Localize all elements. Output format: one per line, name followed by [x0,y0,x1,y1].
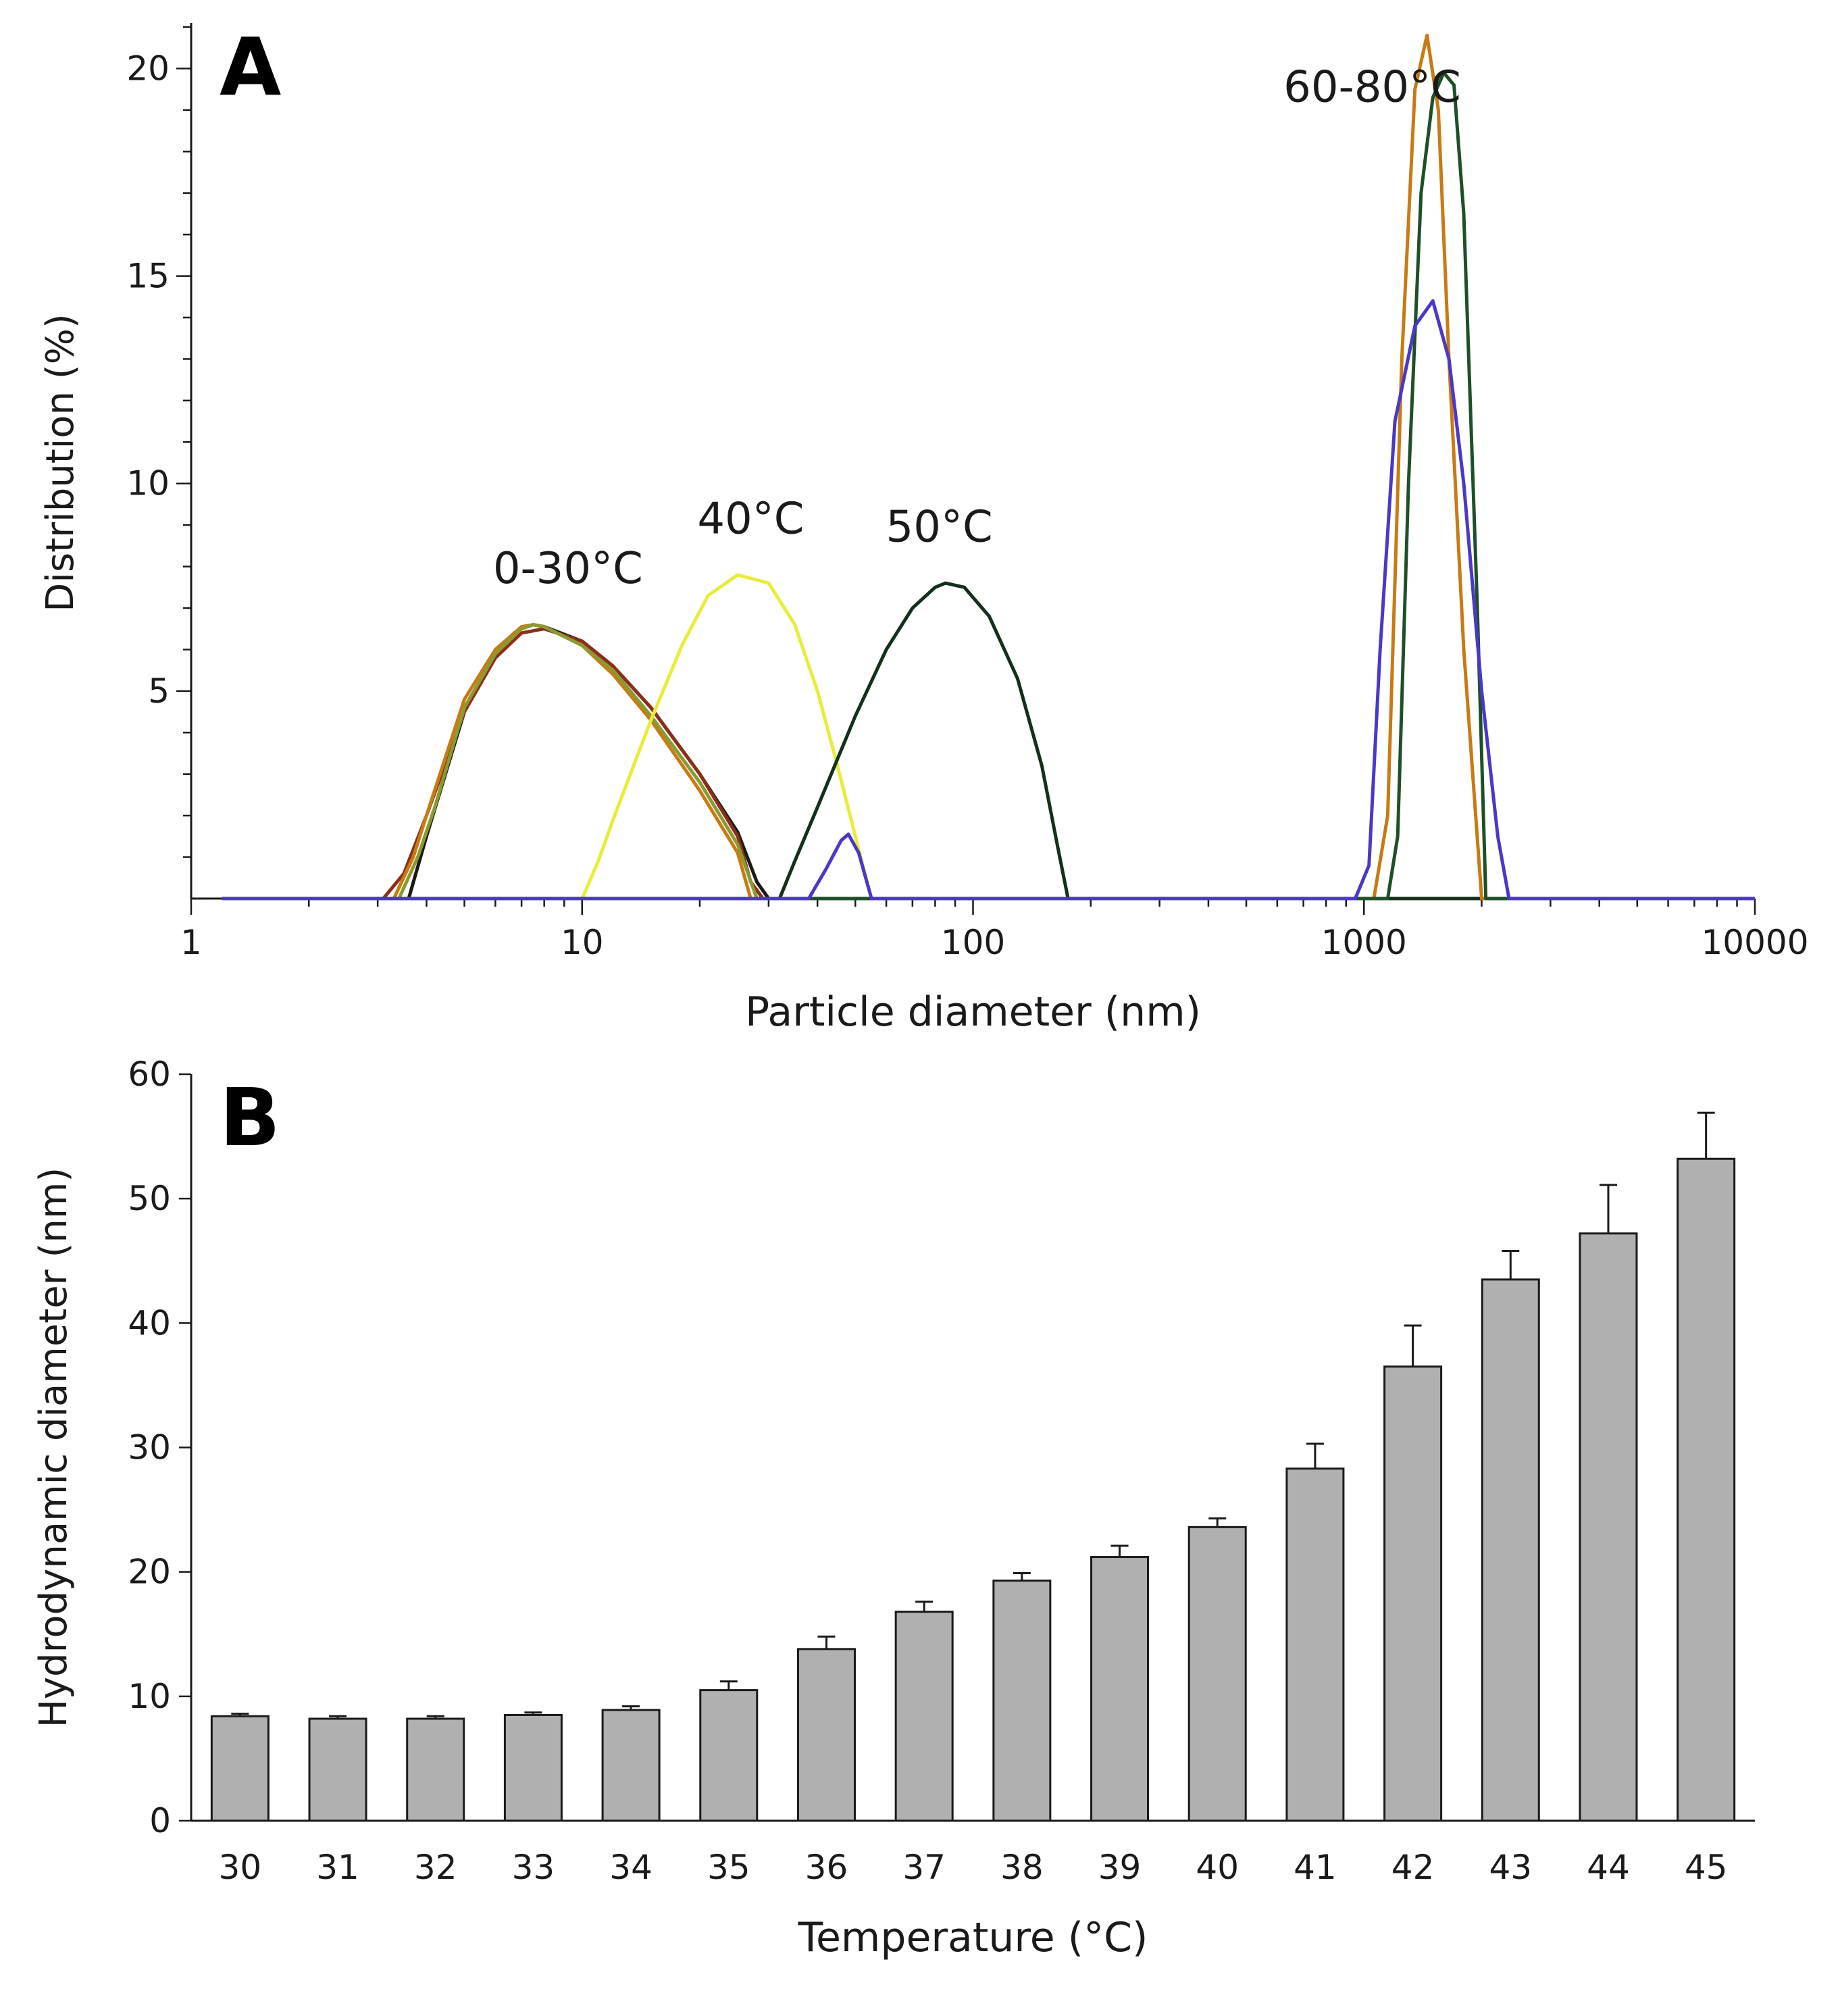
panel-b-x-tick-label: 33 [512,1848,555,1887]
panel-a-series-line [222,573,1755,901]
panel-b-bar [1677,1157,1736,1822]
panel-a-series [222,33,1755,901]
panel-a-series-line [222,623,1755,901]
panel-b-y-tick-label: 30 [128,1428,171,1467]
panel-a-y-tick-label: 5 [148,672,170,711]
panel-b-bar [601,1709,661,1822]
panel-b-x-tick-label: 39 [1098,1848,1142,1887]
panel-b-x-tick-label: 32 [414,1848,457,1887]
panel-b-bar [308,1717,367,1822]
panel-b-x-tick-label: 40 [1196,1848,1239,1887]
panel-b-x-tick-label: 31 [316,1848,359,1887]
panel-a-letter: A [220,20,281,114]
panel-b-bar [1285,1467,1345,1822]
panel-b-x-tick-label: 41 [1294,1848,1337,1887]
panel-b-letter: B [220,1071,280,1164]
panel-a-y-axis-title: Distribution (%) [39,313,82,611]
panel-b-bar [1481,1278,1540,1822]
panel-b-x-tick-label: 43 [1489,1848,1532,1887]
panel-a-series-line [222,581,1755,901]
panel-b-y-tick-label: 60 [128,1055,171,1094]
panel-a-axes: 5 10 15 20 1 10 100 1000 10000 [126,23,1809,962]
panel-a-x-tick-label: 10 [561,923,604,962]
panel-b-bar [796,1648,856,1822]
panel-b-bar-chart: 0 10 20 30 40 50 60 30 31 32 33 34 35 36 37 38 39 40 41 42… [32,1055,1755,1961]
panel-b-x-tick-label: 35 [707,1848,750,1887]
panel-b-y-tick-label: 50 [128,1179,171,1218]
panel-b-x-tick-label: 42 [1391,1848,1435,1887]
panel-b-bar [992,1580,1052,1822]
panel-b-x-tick-label: 44 [1587,1848,1630,1887]
panel-b-x-tick-label: 34 [609,1848,653,1887]
panel-b-bar [894,1611,954,1822]
panel-b-bar [406,1717,465,1822]
panel-a-x-tick-label: 1000 [1321,923,1407,962]
panel-a-annotation: 50°C [886,503,993,553]
panel-b-y-tick-label: 20 [128,1553,171,1592]
panel-b-labels: 30 31 32 33 34 35 36 37 38 39 40 41 42 43 44 45 B Tempera… [32,1071,1727,1961]
panel-b-y-axis-title: Hydrodynamic diameter (nm) [32,1167,76,1728]
panel-b-bar [699,1689,759,1822]
panel-a-series-line [222,33,1755,901]
panel-b-x-tick-label: 38 [1000,1848,1044,1887]
panel-b-bar [1090,1556,1150,1822]
panel-b-x-axis-title: Temperature (°C) [798,1914,1148,1961]
panel-a-annotation: 60-80°C [1283,63,1461,113]
panel-a-series-line [222,627,1755,901]
panel-a-series-line [222,623,1755,901]
panel-a-y-tick-label: 15 [126,257,170,296]
panel-a-line-chart: 5 10 15 20 1 10 100 1000 10000 0-30°C 40°C 50°C 60-… [39,20,1809,1036]
panel-a-series-line [222,299,1755,901]
panel-a-y-tick-label: 10 [126,464,170,503]
panel-a-annotation: 0-30°C [493,544,643,594]
panel-a-labels: 0-30°C 40°C 50°C 60-80°C A Particle diameter … [39,20,1461,1036]
panel-a-series-line [222,623,1755,901]
panel-a-x-tick-label: 100 [941,923,1005,962]
panel-b-bar [1187,1526,1247,1822]
panel-b-x-tick-label: 37 [902,1848,946,1887]
panel-b-bar [210,1715,270,1822]
panel-a-x-tick-label: 10000 [1701,923,1808,962]
panel-b-bar [1579,1232,1638,1822]
panel-b-bars [210,1111,1736,1822]
panel-a-y-tick-label: 20 [126,49,170,88]
panel-b-y-tick-label: 40 [128,1303,171,1342]
panel-a-x-tick-label: 1 [180,923,202,962]
panel-a-annotation: 40°C [697,494,804,544]
panel-b-x-tick-label: 30 [219,1848,262,1887]
panel-b-x-tick-label: 45 [1685,1848,1728,1887]
panel-b-bar [503,1713,563,1822]
panel-b-y-tick-label: 0 [149,1801,171,1840]
panel-a-series-line [222,71,1755,901]
panel-b-bar [1383,1365,1443,1822]
panel-a-x-axis-title: Particle diameter (nm) [745,988,1201,1036]
panel-b-y-tick-label: 10 [128,1677,171,1716]
panel-b-x-tick-label: 36 [805,1848,848,1887]
